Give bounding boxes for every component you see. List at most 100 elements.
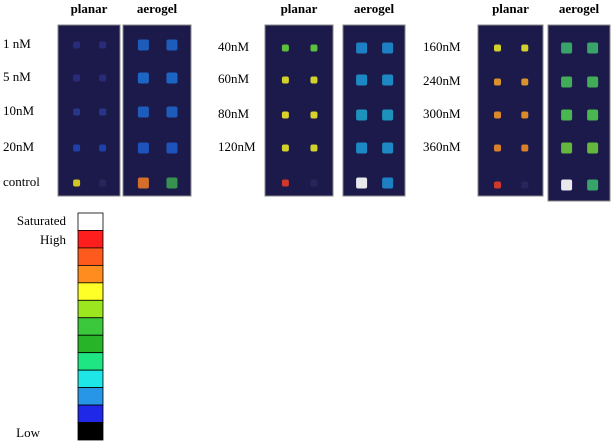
column-header: planar — [492, 1, 529, 16]
spot — [166, 142, 178, 154]
column-header: planar — [71, 1, 108, 16]
column-header: planar — [281, 1, 318, 16]
spot — [494, 181, 501, 189]
legend-swatch — [77, 212, 104, 231]
spot — [494, 144, 501, 152]
spot — [521, 181, 529, 189]
spot — [99, 41, 107, 49]
spot — [137, 177, 149, 189]
legend-swatch — [77, 282, 104, 301]
legend-swatch — [77, 299, 104, 319]
spot — [310, 111, 318, 119]
row-label: 160nM — [423, 39, 461, 54]
spot — [137, 72, 149, 84]
spot — [137, 106, 149, 118]
spot — [166, 106, 178, 118]
spot — [310, 44, 318, 52]
array-image — [342, 24, 406, 197]
spot — [356, 42, 368, 54]
spot — [587, 142, 599, 154]
spot — [494, 44, 501, 52]
spot — [137, 142, 149, 154]
spot — [73, 144, 81, 152]
spot — [356, 74, 368, 86]
spot — [356, 142, 368, 154]
spot — [521, 44, 529, 52]
spot — [73, 74, 81, 82]
legend-swatch — [77, 387, 104, 406]
color-legend: Saturated High Low — [16, 212, 104, 441]
spot — [99, 108, 107, 116]
row-label: 300nM — [423, 106, 461, 121]
row-label: 40nM — [218, 39, 250, 54]
spot — [281, 144, 289, 152]
spot — [382, 42, 394, 54]
row-label: 360nM — [423, 139, 461, 154]
array-image — [264, 24, 334, 197]
spot — [281, 76, 289, 84]
spot — [310, 76, 318, 84]
spot — [561, 76, 573, 88]
spot — [73, 108, 81, 116]
spot — [494, 78, 501, 86]
spot — [587, 76, 599, 88]
legend-swatch — [77, 230, 104, 249]
legend-swatch — [77, 404, 104, 423]
spot — [166, 39, 178, 51]
row-label: 10nM — [3, 103, 35, 118]
row-label: 240nM — [423, 73, 461, 88]
legend-swatch — [77, 369, 104, 389]
spot — [561, 179, 573, 191]
spot — [166, 177, 178, 189]
spot — [587, 179, 599, 191]
array-image — [477, 24, 544, 197]
spot — [382, 142, 394, 154]
legend-swatch — [77, 317, 104, 336]
legend-swatch — [77, 422, 104, 441]
row-label: 60nM — [218, 71, 250, 86]
spot — [99, 74, 107, 82]
column-header: aerogel — [559, 1, 600, 16]
spot — [521, 78, 529, 86]
spot — [587, 109, 599, 121]
spot — [494, 111, 501, 119]
row-label: 5 nM — [3, 69, 31, 84]
spot — [310, 144, 318, 152]
panels: planar aerogel 1 nM 5 nM 10nM 20nM control plan… — [3, 1, 611, 202]
legend-swatch — [77, 264, 104, 284]
spot — [281, 111, 289, 119]
spot — [73, 179, 81, 187]
legend-label: Saturated — [17, 213, 67, 228]
spot — [356, 109, 368, 121]
spot — [99, 179, 107, 187]
row-label: 1 nM — [3, 36, 31, 51]
spot — [310, 179, 318, 187]
row-label: control — [3, 174, 40, 189]
spot — [99, 144, 107, 152]
array-image — [57, 24, 121, 197]
legend-swatch — [77, 247, 104, 266]
spot — [521, 111, 529, 119]
spot — [561, 109, 573, 121]
spot — [166, 72, 178, 84]
legend-swatch — [77, 334, 104, 354]
legend-label: Low — [16, 425, 40, 440]
spot — [382, 74, 394, 86]
spot — [137, 39, 149, 51]
spot — [281, 179, 289, 187]
column-header: aerogel — [137, 1, 178, 16]
row-label: 80nM — [218, 106, 250, 121]
row-label: 120nM — [218, 139, 256, 154]
legend-label: High — [40, 232, 67, 247]
legend-swatch — [77, 352, 104, 371]
spot — [561, 42, 573, 54]
spot — [73, 41, 81, 49]
row-label: 20nM — [3, 139, 35, 154]
array-image — [122, 24, 192, 197]
column-header: aerogel — [354, 1, 395, 16]
spot — [382, 177, 394, 189]
spot — [521, 144, 529, 152]
spot — [382, 109, 394, 121]
spot — [356, 177, 368, 189]
